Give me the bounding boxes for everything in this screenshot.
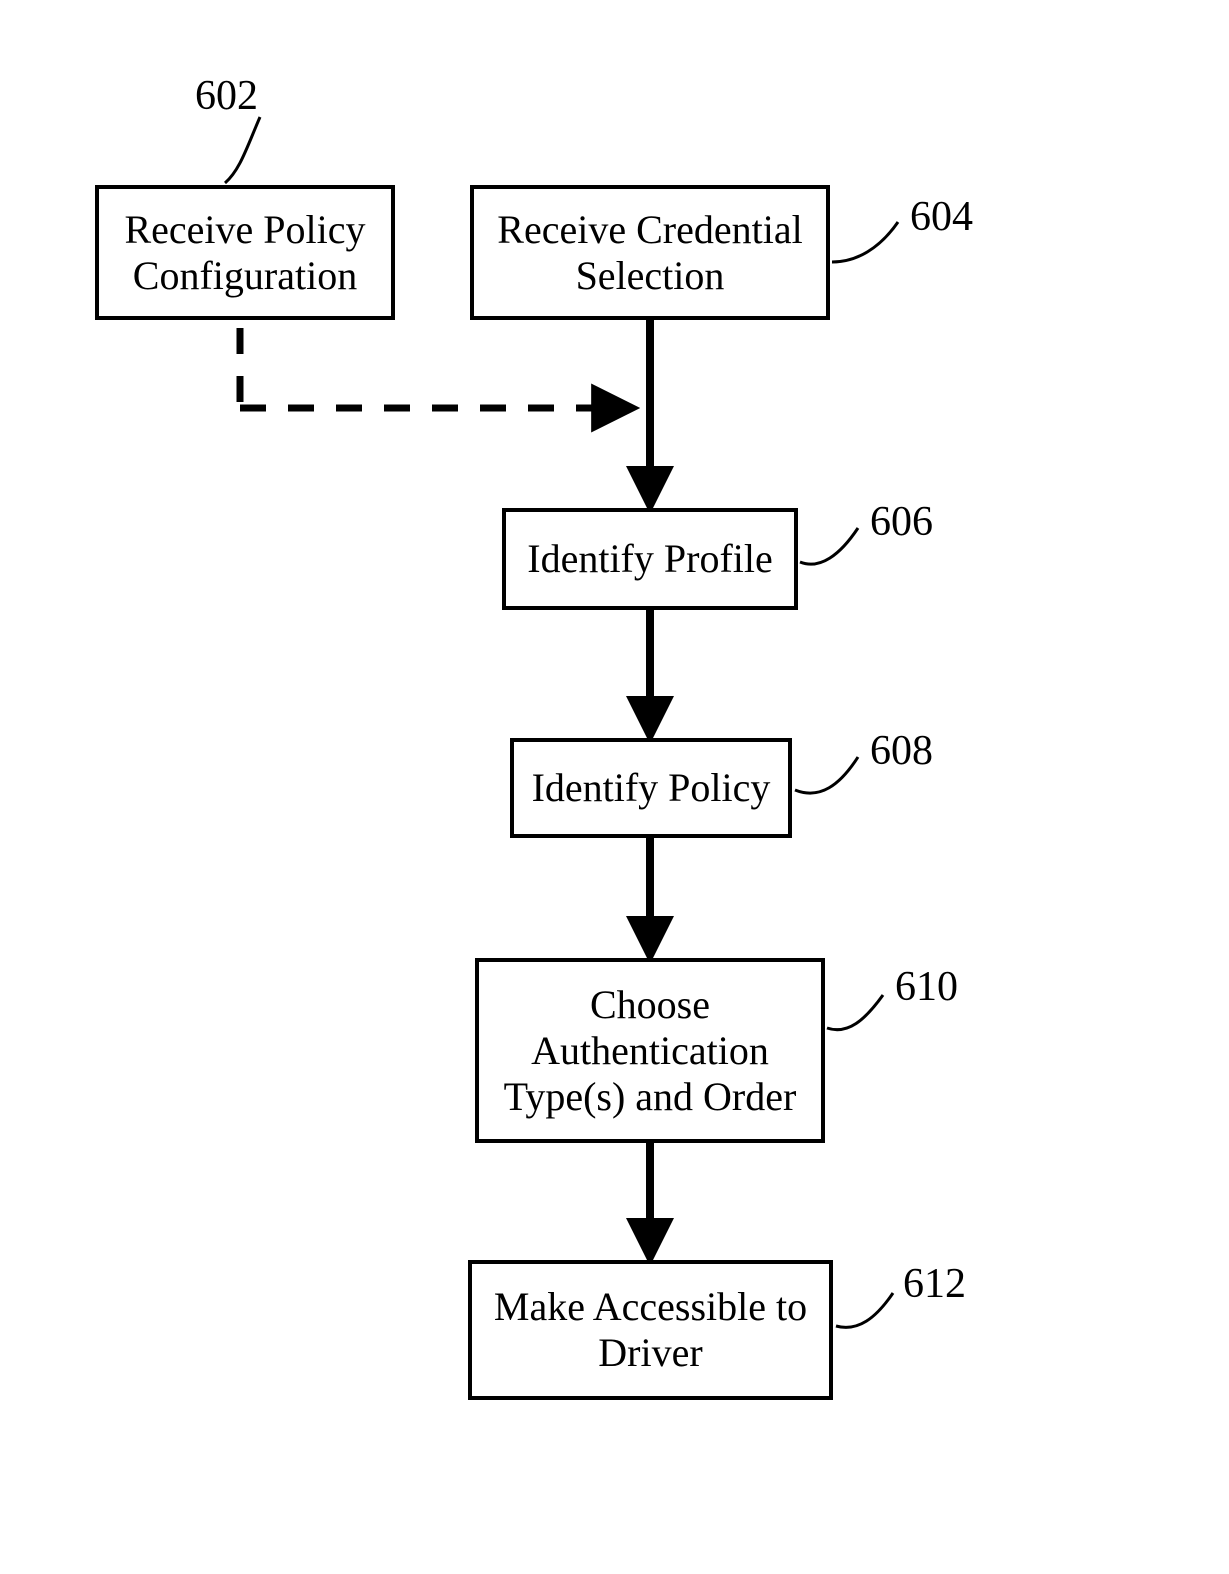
ref-leader xyxy=(800,528,858,564)
node-label: ChooseAuthenticationType(s) and Order xyxy=(504,982,797,1120)
flowchart-canvas: Receive PolicyConfiguration 602 Receive Cr… xyxy=(0,0,1229,1574)
flow-node-n602: Receive PolicyConfiguration xyxy=(95,185,395,320)
ref-leader xyxy=(795,757,858,793)
node-label: Receive CredentialSelection xyxy=(497,207,802,299)
ref-leader xyxy=(827,995,883,1030)
ref-number: 602 xyxy=(195,72,258,120)
node-label: Make Accessible toDriver xyxy=(494,1284,807,1376)
ref-number: 604 xyxy=(910,193,973,241)
ref-leader xyxy=(832,222,898,262)
flow-node-n612: Make Accessible toDriver xyxy=(468,1260,833,1400)
node-label: Identify Policy xyxy=(532,765,771,811)
ref-number: 612 xyxy=(903,1260,966,1308)
ref-leader xyxy=(836,1293,893,1327)
node-label: Receive PolicyConfiguration xyxy=(124,207,365,299)
ref-leader xyxy=(225,117,260,183)
ref-number: 606 xyxy=(870,498,933,546)
flow-node-n608: Identify Policy xyxy=(510,738,792,838)
flow-node-n610: ChooseAuthenticationType(s) and Order xyxy=(475,958,825,1143)
ref-number: 610 xyxy=(895,963,958,1011)
ref-number: 608 xyxy=(870,727,933,775)
flow-node-n604: Receive CredentialSelection xyxy=(470,185,830,320)
node-label: Identify Profile xyxy=(527,536,773,582)
flow-node-n606: Identify Profile xyxy=(502,508,798,610)
